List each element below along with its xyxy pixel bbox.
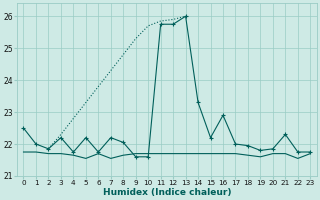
X-axis label: Humidex (Indice chaleur): Humidex (Indice chaleur) — [103, 188, 231, 197]
